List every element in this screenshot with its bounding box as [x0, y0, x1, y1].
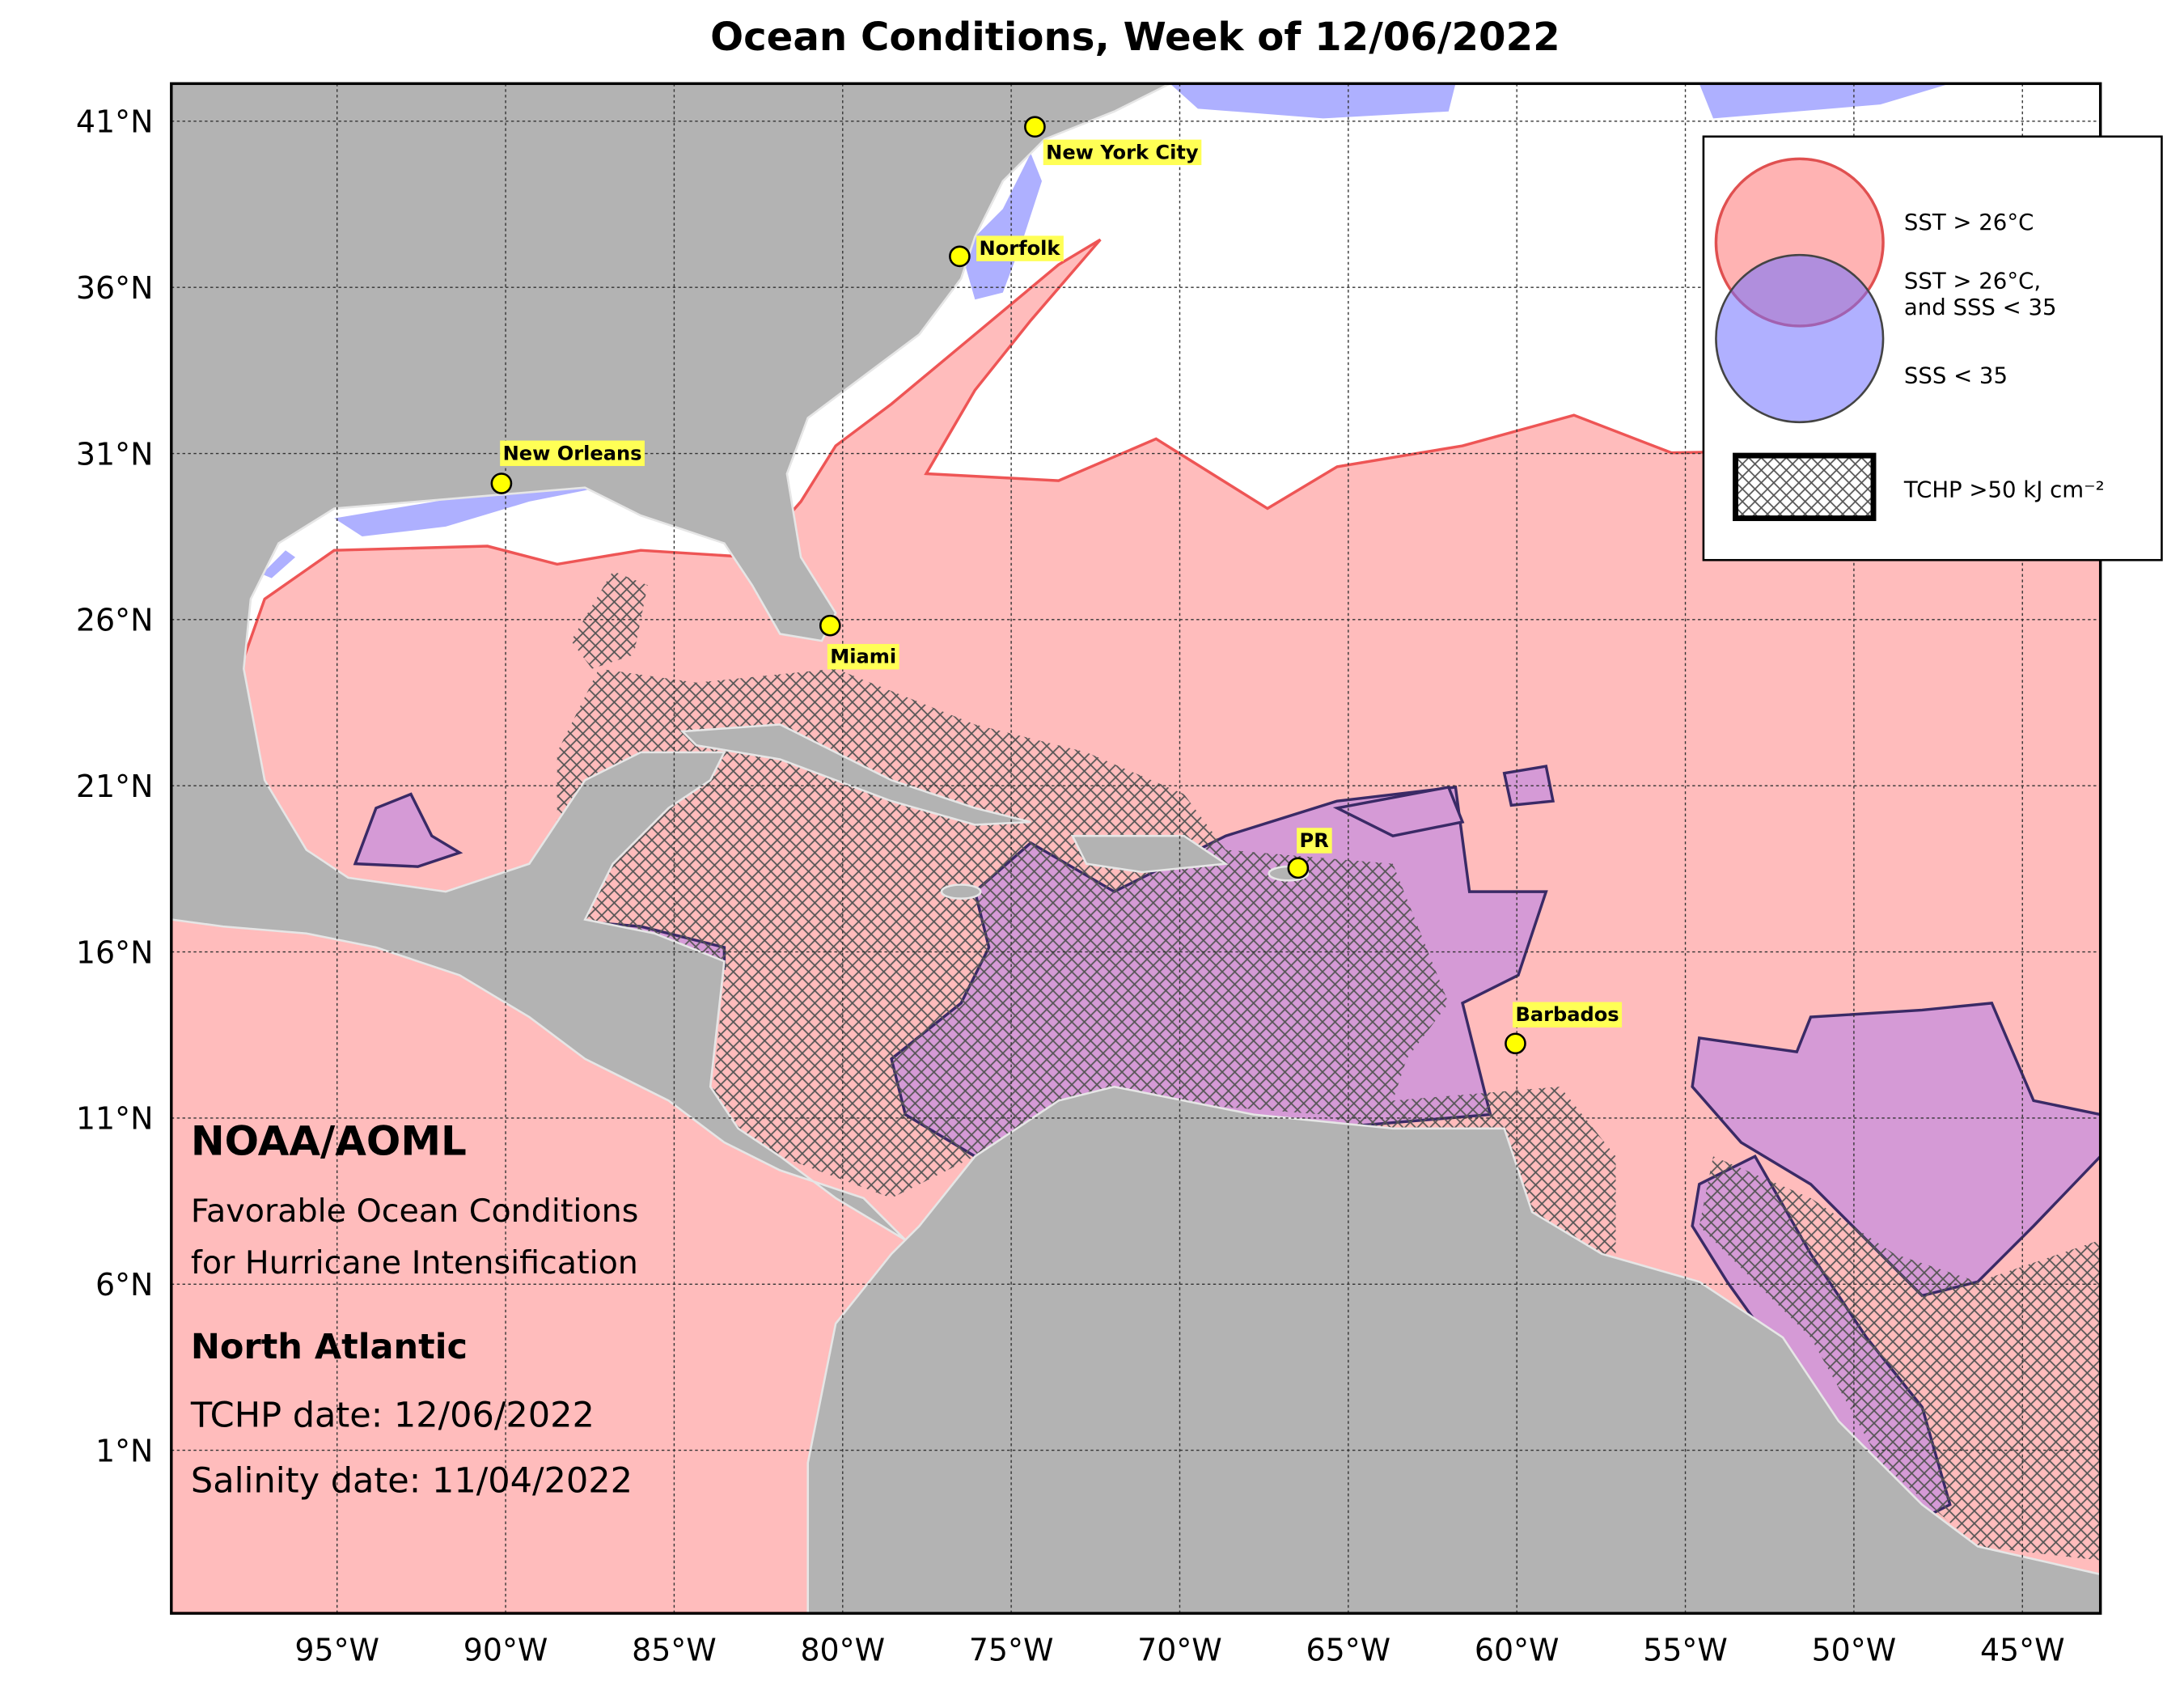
lon-tick-label: 55°W: [1643, 1633, 1728, 1668]
lon-tick-label: 90°W: [463, 1633, 548, 1668]
tchp-regions: [557, 571, 2101, 1561]
city-marker: [490, 472, 513, 494]
legend-label: and SSS < 35: [1904, 294, 2057, 320]
lat-tick-label: 16°N: [76, 934, 153, 970]
city-marker: [1024, 116, 1046, 138]
lat-tick-label: 11°N: [76, 1101, 153, 1137]
city-marker: [1505, 1032, 1526, 1055]
lon-tick-label: 65°W: [1306, 1633, 1391, 1668]
legend-tchp-swatch: [1733, 452, 1877, 522]
lat-tick-label: 31°N: [76, 436, 153, 472]
lon-tick-label: 75°W: [969, 1633, 1054, 1668]
city-label: Barbados: [1515, 1003, 1619, 1026]
lon-tick-label: 70°W: [1137, 1633, 1222, 1668]
lon-tick-label: 60°W: [1475, 1633, 1560, 1668]
lon-tick-label: 80°W: [800, 1633, 885, 1668]
lat-tick-label: 41°N: [76, 104, 153, 140]
salinity-date: Salinity date: 11/04/2022: [191, 1460, 633, 1501]
legend-sss-swatch: [1715, 253, 1885, 424]
lon-tick-label: 50°W: [1812, 1633, 1897, 1668]
land: [171, 83, 2101, 1614]
city-label-bg: [976, 235, 1064, 261]
city-marker: [949, 245, 971, 268]
legend-label: TCHP >50 kJ cm⁻²: [1903, 477, 2105, 503]
city-label: Norfolk: [980, 237, 1061, 260]
city-label-bg: [500, 440, 645, 466]
lon-tick-label: 95°W: [294, 1633, 379, 1668]
city-marker: [819, 614, 841, 637]
legend-label: SSS < 35: [1904, 363, 2008, 389]
subtitle-line: Favorable Ocean Conditions: [191, 1193, 638, 1230]
tick-labels: 41°N 36°N 31°N 26°N 21°N 16°N 11°N 6°N 1°N 95°W 90…: [76, 104, 2065, 1668]
lat-tick-label: 26°N: [76, 603, 153, 638]
lat-tick-label: 6°N: [95, 1267, 153, 1303]
lat-tick-label: 21°N: [76, 769, 153, 804]
map-title: Ocean Conditions, Week of 12/06/2022: [710, 15, 1560, 60]
legend-label: SST > 26°C: [1904, 210, 2034, 235]
city-label-bg: [1297, 828, 1332, 854]
legend-label: SST > 26°C,: [1904, 268, 2041, 294]
map-frame: [170, 82, 2102, 1615]
city-label-bg: [1043, 139, 1202, 166]
region-label: North Atlantic: [191, 1327, 468, 1367]
cities: New York City Norfolk New Orleans Miami PR Ba…: [490, 116, 1623, 1055]
legend: SST > 26°C SST > 26°C, and SSS < 35 SSS …: [1702, 135, 2163, 561]
graticule: [171, 83, 2101, 1614]
city-label: New York City: [1046, 141, 1199, 163]
lon-tick-label: 85°W: [632, 1633, 717, 1668]
lon-tick-label: 45°W: [1980, 1633, 2065, 1668]
city-marker: [1287, 857, 1310, 879]
city-label: PR: [1300, 829, 1330, 852]
city-label: Miami: [830, 646, 896, 668]
info-panel: NOAA/AOML Favorable Ocean Conditions for…: [190, 1118, 638, 1502]
city-label: New Orleans: [503, 442, 642, 464]
org-label: NOAA/AOML: [191, 1118, 467, 1165]
lat-tick-label: 36°N: [76, 270, 153, 306]
city-label-bg: [827, 643, 899, 670]
city-label-bg: [1513, 1002, 1623, 1027]
tchp-date: TCHP date: 12/06/2022: [190, 1395, 595, 1435]
lat-tick-label: 1°N: [95, 1433, 153, 1468]
subtitle-line: for Hurricane Intensification: [191, 1244, 638, 1282]
